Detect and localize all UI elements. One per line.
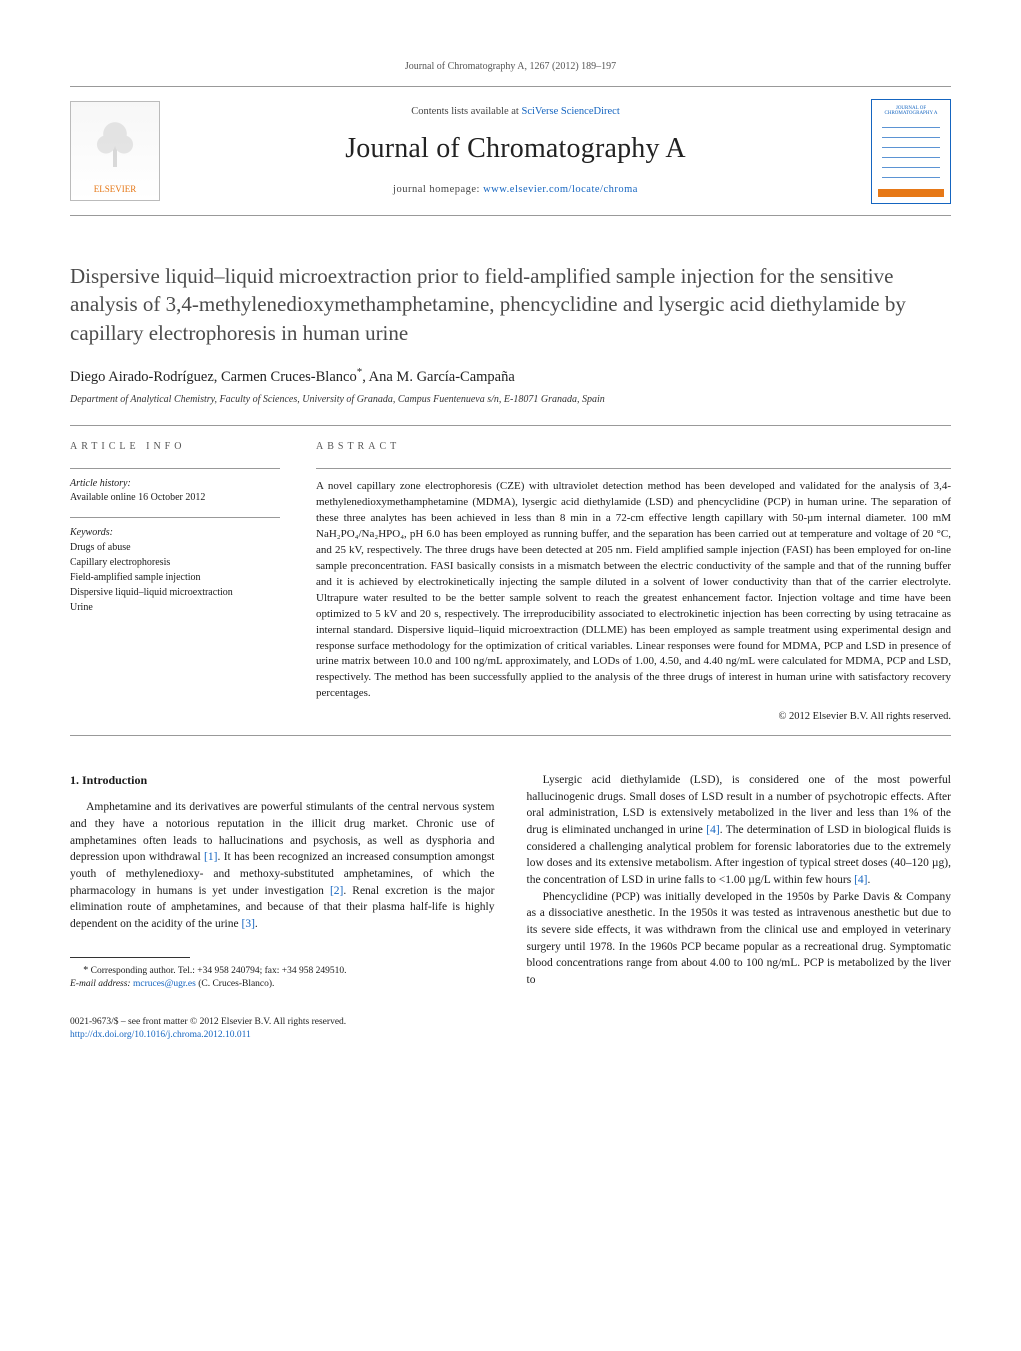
keyword-item: Urine — [70, 600, 280, 615]
contents-lists-line: Contents lists available at SciVerse Sci… — [180, 105, 851, 120]
email-link[interactable]: mcruces@ugr.es — [133, 979, 196, 989]
article-info-column: ARTICLE INFO Article history: Available … — [70, 440, 280, 725]
divider — [316, 468, 951, 469]
journal-masthead: ELSEVIER Contents lists available at Sci… — [70, 86, 951, 216]
journal-cover-thumbnail: JOURNAL OF CHROMATOGRAPHY A — [871, 99, 951, 204]
asterisk-icon: * — [83, 965, 88, 976]
abstract-label: ABSTRACT — [316, 440, 951, 454]
article-body: 1. Introduction Amphetamine and its deri… — [70, 772, 951, 990]
citation-link[interactable]: [1] — [204, 851, 217, 863]
divider — [70, 517, 280, 518]
footnote-text: Corresponding author. Tel.: +34 958 2407… — [91, 966, 347, 976]
keyword-item: Dispersive liquid–liquid microextraction — [70, 585, 280, 600]
journal-name: Journal of Chromatography A — [180, 129, 851, 168]
publisher-logo: ELSEVIER — [70, 101, 160, 201]
citation-link[interactable]: [4] — [706, 824, 719, 836]
body-paragraph: Amphetamine and its derivatives are powe… — [70, 799, 495, 932]
article-history-line: Available online 16 October 2012 — [70, 491, 280, 505]
sciencedirect-link[interactable]: SciVerse ScienceDirect — [521, 106, 619, 117]
article-history-label: Article history: — [70, 477, 280, 491]
cover-thumb-lines-icon — [878, 117, 944, 189]
homepage-pre: journal homepage: — [393, 184, 483, 195]
body-paragraph: Phencyclidine (PCP) was initially develo… — [527, 889, 952, 989]
abstract-copyright: © 2012 Elsevier B.V. All rights reserved… — [316, 710, 951, 725]
keyword-item: Drugs of abuse — [70, 540, 280, 555]
affiliation: Department of Analytical Chemistry, Facu… — [70, 393, 951, 407]
cover-thumb-title: JOURNAL OF CHROMATOGRAPHY A — [878, 106, 944, 117]
body-text: Phencyclidine (PCP) was initially develo… — [527, 891, 952, 986]
page-footer: 0021-9673/$ – see front matter © 2012 El… — [70, 1016, 951, 1042]
abstract-column: ABSTRACT A novel capillary zone electrop… — [316, 440, 951, 725]
issn-line: 0021-9673/$ – see front matter © 2012 El… — [70, 1017, 346, 1027]
masthead-center: Contents lists available at SciVerse Sci… — [160, 95, 871, 208]
divider — [70, 468, 280, 469]
corresponding-author-footnote: * Corresponding author. Tel.: +34 958 24… — [70, 964, 495, 991]
divider — [70, 425, 951, 426]
email-label: E-mail address: — [70, 979, 133, 989]
cover-thumb-footer-bar — [878, 189, 944, 197]
keywords-list: Drugs of abuseCapillary electrophoresisF… — [70, 540, 280, 615]
journal-homepage-line: journal homepage: www.elsevier.com/locat… — [180, 183, 851, 198]
journal-homepage-link[interactable]: www.elsevier.com/locate/chroma — [483, 184, 638, 195]
running-header: Journal of Chromatography A, 1267 (2012)… — [70, 60, 951, 74]
section-heading-introduction: 1. Introduction — [70, 772, 495, 789]
body-text: . — [255, 918, 258, 930]
citation-link[interactable]: [2] — [330, 885, 343, 897]
publisher-name: ELSEVIER — [94, 183, 137, 196]
keywords-label: Keywords: — [70, 526, 280, 540]
doi-link[interactable]: http://dx.doi.org/10.1016/j.chroma.2012.… — [70, 1030, 251, 1040]
abstract-text: A novel capillary zone electrophoresis (… — [316, 479, 951, 702]
divider — [70, 735, 951, 736]
contents-pre: Contents lists available at — [411, 106, 521, 117]
article-info-label: ARTICLE INFO — [70, 440, 280, 454]
footnote-text: (C. Cruces-Blanco). — [196, 979, 275, 989]
body-paragraph: Lysergic acid diethylamide (LSD), is con… — [527, 772, 952, 889]
body-text: . — [868, 874, 871, 886]
elsevier-tree-icon — [85, 113, 145, 183]
footnote-rule — [70, 957, 190, 958]
author-list: Diego Airado-Rodríguez, Carmen Cruces-Bl… — [70, 365, 951, 387]
keyword-item: Capillary electrophoresis — [70, 555, 280, 570]
citation-link[interactable]: [3] — [241, 918, 254, 930]
citation-link[interactable]: [4] — [854, 874, 867, 886]
article-title: Dispersive liquid–liquid microextraction… — [70, 262, 951, 347]
keyword-item: Field-amplified sample injection — [70, 570, 280, 585]
info-abstract-row: ARTICLE INFO Article history: Available … — [70, 440, 951, 725]
